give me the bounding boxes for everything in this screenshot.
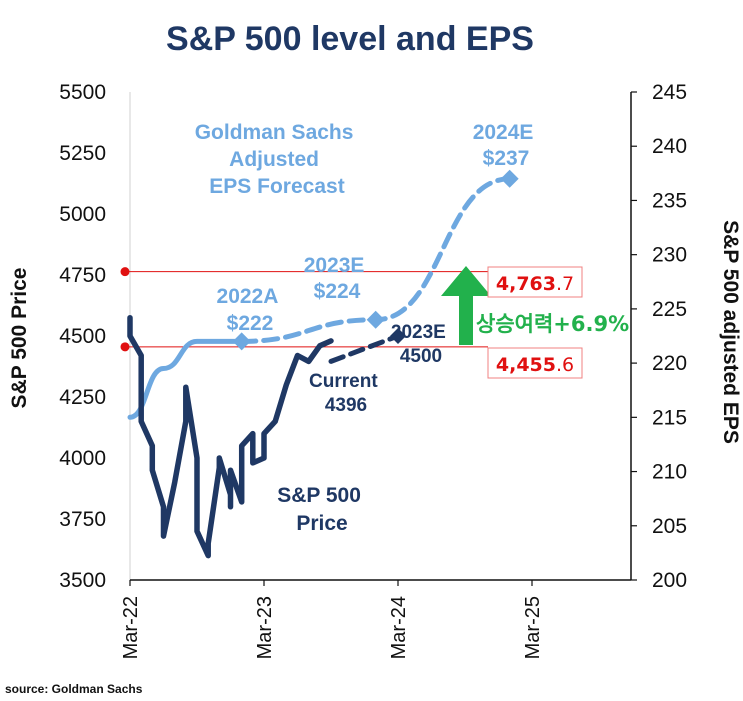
right-tick-label: 230: [652, 244, 687, 267]
eps-forecast-line-1: Goldman Sachs: [195, 121, 354, 144]
right-tick-label: 240: [652, 135, 687, 158]
eps-2022a-line-2: $222: [227, 312, 274, 335]
left-tick-label: 4500: [59, 325, 106, 348]
lower-value-label: 4,455.6: [496, 354, 574, 376]
series-layer: [127, 176, 513, 559]
right-tick-label: 210: [652, 461, 687, 484]
x-tick-label: Mar-25: [522, 596, 544, 659]
price-series-line: [127, 314, 334, 559]
upside-arrow: [441, 266, 491, 345]
left-tick-label: 4250: [59, 386, 106, 409]
left-axis-label: S&P 500 Price: [8, 268, 31, 409]
right-tick-label: 205: [652, 515, 687, 538]
source-note: source: Goldman Sachs: [5, 682, 143, 696]
eps-forecast-line-2: Adjusted: [229, 148, 319, 171]
chart-title: S&P 500 level and EPS: [166, 20, 534, 58]
left-tick-label: 3750: [59, 508, 106, 531]
right-tick-label: 225: [652, 298, 687, 321]
left-tick-label: 4750: [59, 264, 106, 287]
sp500-price-annotation: S&P 500 Price: [277, 484, 367, 535]
eps-2023e-annotation: 2023E $224: [304, 254, 371, 303]
current-price-line-2: 4396: [325, 395, 367, 416]
right-tick-label: 220: [652, 352, 687, 375]
x-tick-label: Mar-24: [388, 596, 410, 659]
eps-2024e-line-2: $237: [483, 147, 530, 170]
left-tick-label: 3500: [59, 569, 106, 592]
sp500-price-line-2: Price: [296, 512, 347, 535]
left-tick-label: 5500: [59, 81, 106, 104]
current-price-line-1: Current: [309, 371, 378, 392]
reference-point: [120, 267, 130, 277]
price-2023e-marker: [390, 328, 406, 344]
price-2023e-line-2: 4500: [400, 346, 442, 367]
upside-label: 상승여력+6.9%: [476, 312, 629, 336]
left-tick-label: 4000: [59, 447, 106, 470]
lower-value-strong: 4,455: [496, 354, 556, 376]
x-axis-ticks: Mar-22 Mar-23 Mar-24 Mar-25: [120, 580, 544, 659]
left-tick-label: 5000: [59, 203, 106, 226]
current-price-annotation: Current 4396: [309, 371, 383, 416]
sp500-price-line-1: S&P 500: [277, 484, 361, 507]
upper-value-box: 4,763.7: [487, 266, 583, 298]
reference-point: [120, 342, 130, 352]
upper-value-label: 4,763.7: [496, 273, 574, 295]
eps-2022a-marker: [232, 332, 251, 351]
x-tick-label: Mar-23: [254, 596, 276, 659]
upper-value-strong: 4,763: [496, 273, 556, 295]
eps-2023e-marker: [366, 310, 385, 329]
right-axis-ticks: 245 240 235 230 225 220 215 210 205 200: [631, 81, 687, 592]
right-tick-label: 235: [652, 189, 687, 212]
right-tick-label: 215: [652, 406, 687, 429]
price-2023e-line-1: 2023E: [391, 322, 446, 343]
left-axis-ticks: 5500 5250 5000 4750 4500 4250 4000 3750 3500: [59, 81, 106, 592]
eps-2022a-annotation: 2022A $222: [217, 285, 284, 335]
price-2023e-annotation: 2023E 4500: [391, 322, 451, 367]
right-tick-label: 200: [652, 569, 687, 592]
price-forecast-line: [328, 333, 401, 364]
upper-value-rest: .7: [556, 273, 574, 295]
eps-2023e-line-2: $224: [314, 280, 361, 303]
eps-2024e-line-1: 2024E: [473, 121, 534, 144]
lower-value-box: 4,455.6: [487, 347, 583, 379]
eps-forecast-line: [239, 176, 513, 344]
plot-area: [129, 92, 632, 581]
left-tick-label: 5250: [59, 142, 106, 165]
eps-2023e-line-1: 2023E: [304, 254, 365, 277]
marker-layer: [232, 169, 519, 351]
eps-2022a-line-1: 2022A: [217, 285, 279, 308]
eps-2024e-annotation: 2024E $237: [473, 121, 540, 170]
x-tick-label: Mar-22: [120, 596, 142, 659]
eps-forecast-line-3: EPS Forecast: [209, 175, 344, 198]
eps-2024e-marker: [500, 169, 519, 188]
right-tick-label: 245: [652, 81, 687, 104]
right-axis-label: S&P 500 adjusted EPS: [719, 220, 742, 444]
lower-value-box-frame: [487, 347, 583, 379]
upper-value-box-frame: [487, 266, 583, 298]
eps-series-line: [127, 338, 245, 420]
lower-value-rest: .6: [556, 354, 574, 376]
eps-forecast-annotation: Goldman Sachs Adjusted EPS Forecast: [195, 121, 360, 198]
